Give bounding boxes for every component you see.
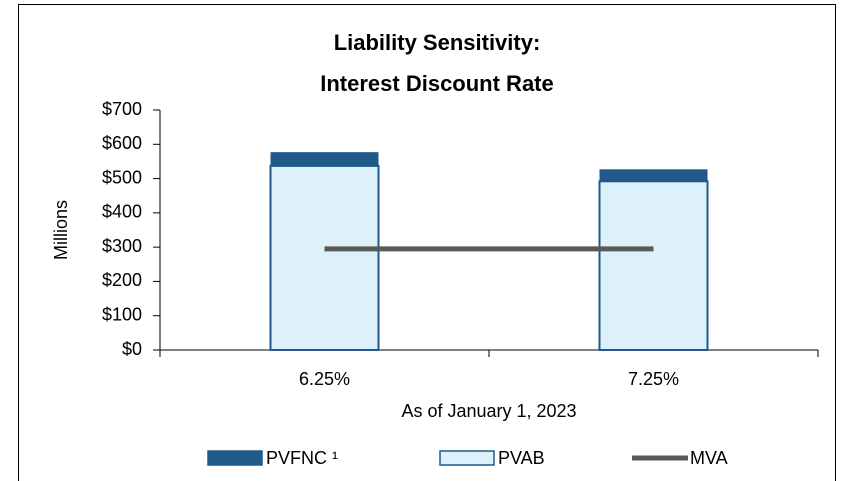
legend-label: PVFNC ¹ [266,448,338,468]
bar-segment [269,164,380,351]
y-tick-label: $300 [102,236,142,256]
y-axis-label: Millions [51,200,71,260]
x-axis-label: As of January 1, 2023 [401,401,576,421]
bar-segment [598,180,709,351]
y-tick-label: $200 [102,270,142,290]
bar-segment [599,169,708,182]
legend-label: MVA [690,448,728,468]
legend-swatch [439,450,495,466]
y-tick-label: $0 [122,339,142,359]
legend-label: PVAB [498,448,545,468]
y-tick-label: $400 [102,202,142,222]
x-tick-label: 6.25% [299,369,350,389]
y-tick-label: $600 [102,133,142,153]
x-tick-label: 7.25% [628,369,679,389]
bar-segment [270,152,379,166]
y-tick-label: $500 [102,167,142,187]
legend-swatch [207,450,263,466]
y-tick-label: $700 [102,99,142,119]
y-tick-label: $100 [102,304,142,324]
chart-title: Liability Sensitivity: [334,30,541,55]
chart-title: Interest Discount Rate [320,71,554,96]
